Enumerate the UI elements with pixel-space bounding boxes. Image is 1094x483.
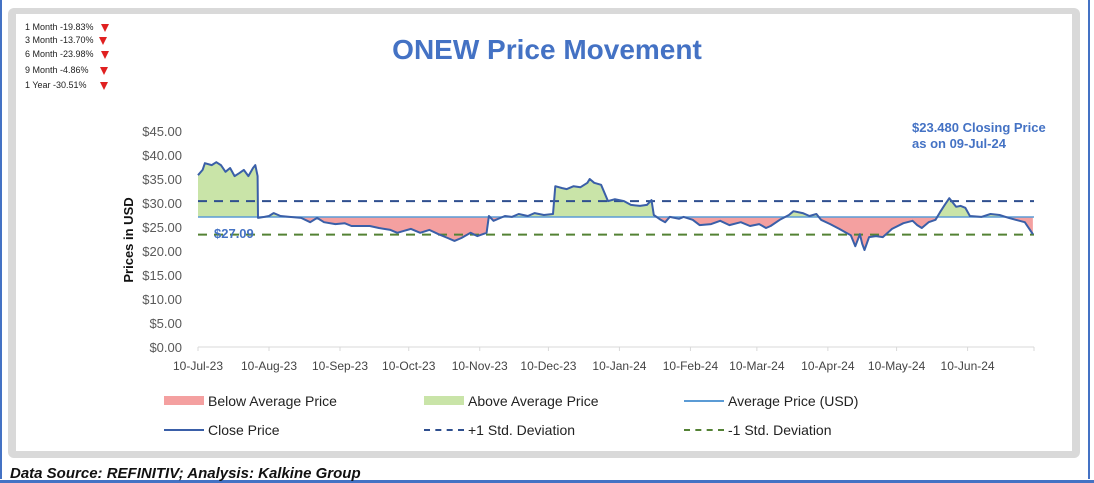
y-tick-label: $35.00 [142,172,182,187]
x-tick-label: 10-Jul-23 [173,359,223,373]
legend-label: Average Price (USD) [728,393,859,409]
performance-item: 1 Year -30.51% [25,80,108,90]
down-triangle-icon [100,82,108,90]
x-tick-label: 10-Sep-23 [312,359,368,373]
performance-label: 6 Month -23.98% [25,49,94,59]
legend-label: +1 Std. Deviation [468,422,576,438]
performance-item: 9 Month -4.86% [25,65,108,75]
x-tick-label: 10-Oct-23 [382,359,436,373]
below-average-area [257,216,1033,250]
closing-price-note: $23.480 Closing Price as on 09-Jul-24 [912,120,1046,152]
x-tick-label: 10-Jan-24 [592,359,646,373]
y-tick-label: $30.00 [142,196,182,211]
above-average-area [198,162,1033,217]
y-tick-label: $15.00 [142,268,182,283]
x-tick-label: 10-Apr-24 [801,359,855,373]
down-triangle-icon [100,67,108,75]
x-tick-label: 10-Jun-24 [941,359,995,373]
legend-swatch-line-average [684,400,724,402]
down-triangle-icon [101,51,109,59]
x-axis: 10-Jul-23 10-Aug-23 10-Sep-23 10-Oct-23 10-N… [173,346,1035,373]
y-tick-label: $0.00 [149,340,182,355]
y-axis: $0.00 $5.00 $10.00 $15.00 $20.00 $25.00 $30.00… [142,124,182,355]
y-tick-label: $10.00 [142,292,182,307]
legend-label: Below Average Price [208,393,337,409]
x-tick-label: 10-May-24 [868,359,926,373]
areas [198,162,1033,250]
legend-label: Close Price [208,422,280,438]
chart-panel [16,14,1072,451]
closing-price-line2: as on 09-Jul-24 [912,136,1006,151]
x-tick-label: 10-Aug-23 [241,359,297,373]
performance-label: 1 Year -30.51% [25,80,87,90]
y-tick-label: $45.00 [142,124,182,139]
y-tick-label: $40.00 [142,148,182,163]
legend-label: -1 Std. Deviation [728,422,832,438]
legend-swatch-dash-minus [684,429,724,431]
close-price-line [197,161,1034,251]
closing-price-line1: $23.480 Closing Price [912,120,1046,135]
legend-swatch-area-above [424,396,464,405]
average-label: $27.09 [214,226,254,241]
y-tick-label: $20.00 [142,244,182,259]
y-tick-label: $5.00 [149,316,182,331]
legend-swatch-line-close [164,429,204,431]
performance-item: 3 Month -13.70% [25,35,107,45]
legend-swatch-area-below [164,396,204,405]
performance-label: 9 Month -4.86% [25,65,89,75]
performance-label: 3 Month -13.70% [25,35,94,45]
legend-label: Above Average Price [468,393,599,409]
x-tick-label: 10-Feb-24 [663,359,719,373]
data-source-footer: Data Source: REFINITIV; Analysis: Kalkin… [10,465,361,482]
performance-item: 1 Month -19.83% [25,22,109,32]
chart-title: ONEW Price Movement [392,34,702,65]
y-tick-label: $25.00 [142,220,182,235]
performance-item: 6 Month -23.98% [25,49,109,59]
x-tick-label: 10-Nov-23 [452,359,508,373]
bottom-rule [0,480,1094,483]
legend-swatch-dash-plus [424,429,464,431]
y-axis-label: Prices in USD [121,197,136,282]
x-tick-label: 10-Dec-23 [520,359,576,373]
x-tick-label: 10-Mar-24 [729,359,785,373]
down-triangle-icon [101,24,109,32]
performance-label: 1 Month -19.83% [25,22,94,32]
down-triangle-icon [99,37,107,45]
lines [197,161,1034,251]
